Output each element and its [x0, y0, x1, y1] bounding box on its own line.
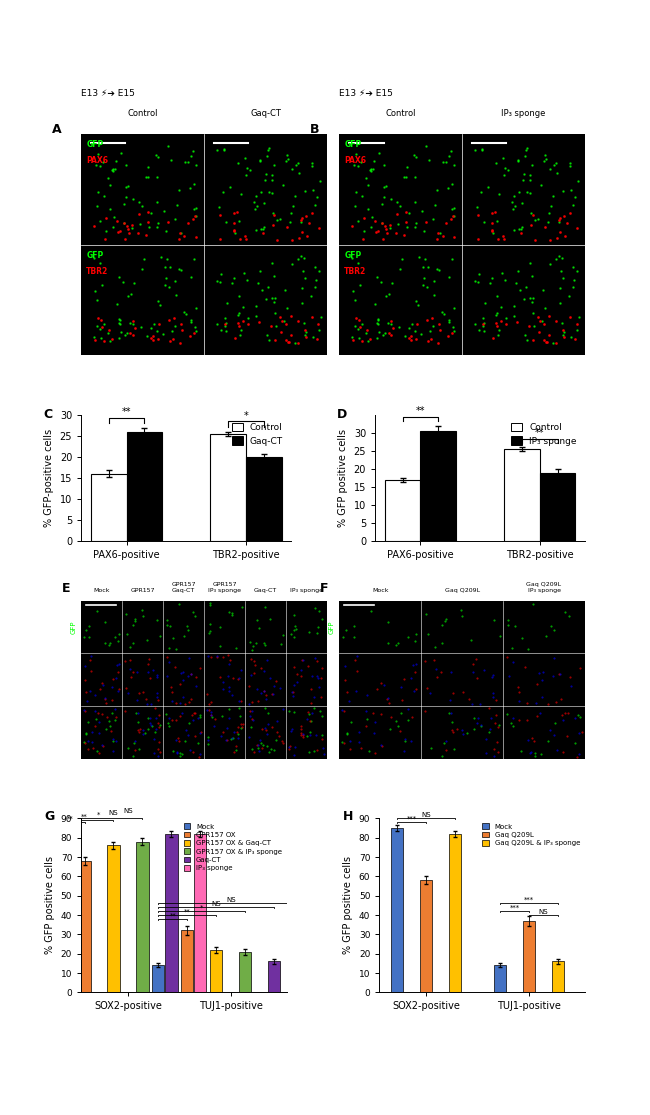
- Text: **: **: [122, 407, 131, 417]
- Text: ***: ***: [406, 816, 417, 822]
- Text: Overlay: Overlay: [328, 719, 334, 746]
- Legend: Control, IP₃ sponge: Control, IP₃ sponge: [508, 419, 580, 449]
- Bar: [79, 861, 90, 992]
- Text: GPR157: GPR157: [131, 588, 155, 593]
- Bar: [385, 479, 421, 541]
- Text: GPR157
Gaq-CT: GPR157 Gaq-CT: [172, 582, 196, 593]
- Text: ***: ***: [524, 898, 534, 903]
- Text: Gaq-CT: Gaq-CT: [250, 109, 281, 118]
- Bar: [210, 950, 222, 992]
- Text: GFP: GFP: [328, 620, 334, 633]
- Text: Mock: Mock: [372, 588, 389, 593]
- Text: GFP: GFP: [344, 140, 361, 149]
- Text: **: **: [535, 428, 545, 438]
- Text: **: **: [67, 816, 73, 822]
- Bar: [91, 474, 127, 541]
- Text: Gaq-CT: Gaq-CT: [254, 588, 277, 593]
- Text: Control: Control: [127, 109, 158, 118]
- Text: GPR157
IP₃ sponge: GPR157 IP₃ sponge: [208, 582, 241, 593]
- Text: PAX6: PAX6: [86, 156, 108, 165]
- Text: NS: NS: [123, 808, 133, 814]
- Bar: [552, 961, 564, 992]
- Text: H: H: [343, 809, 353, 823]
- Y-axis label: % GFP positive cells: % GFP positive cells: [45, 856, 55, 954]
- Text: IP₃ sponge: IP₃ sponge: [290, 588, 323, 593]
- Legend: Mock, GPR157 OX, GPR157 OX & Gaq-CT, GPR157 OX & IP₃ sponge, Gaq-CT, IP₃ sponge: Mock, GPR157 OX, GPR157 OX & Gaq-CT, GPR…: [182, 822, 283, 873]
- Legend: Mock, Gaq Q209L, Gaq Q209L & IP₃ sponge: Mock, Gaq Q209L, Gaq Q209L & IP₃ sponge: [481, 822, 582, 847]
- Text: GFP: GFP: [70, 620, 76, 633]
- Text: GFP: GFP: [344, 251, 361, 260]
- Bar: [239, 952, 252, 992]
- Bar: [246, 457, 281, 541]
- Bar: [391, 828, 403, 992]
- Text: E13 ⚡➔ E15: E13 ⚡➔ E15: [81, 89, 135, 98]
- Text: PAX6: PAX6: [344, 156, 366, 165]
- Bar: [136, 842, 149, 992]
- Text: D: D: [337, 408, 348, 421]
- Text: Gaq Q209L
IP₃ sponge: Gaq Q209L IP₃ sponge: [526, 582, 562, 593]
- Bar: [504, 449, 540, 541]
- Bar: [540, 473, 575, 541]
- Text: ***: ***: [510, 905, 519, 911]
- Bar: [210, 434, 246, 541]
- Text: NS: NS: [226, 898, 235, 903]
- Text: Gaq Q209L: Gaq Q209L: [445, 588, 480, 593]
- Text: TUJ1  SOX2: TUJ1 SOX2: [70, 660, 76, 699]
- Text: F: F: [320, 582, 328, 594]
- Y-axis label: % GFP positive cells: % GFP positive cells: [343, 856, 354, 954]
- Text: *: *: [98, 812, 101, 818]
- Bar: [420, 880, 432, 992]
- Text: NS: NS: [421, 812, 431, 818]
- Bar: [181, 931, 194, 992]
- Text: **: **: [184, 909, 190, 914]
- Text: NS: NS: [109, 811, 118, 816]
- Text: E: E: [62, 582, 70, 594]
- Bar: [152, 966, 164, 992]
- Y-axis label: % GFP positive cells: % GFP positive cells: [338, 429, 348, 527]
- Text: Control: Control: [385, 109, 416, 118]
- Text: *: *: [200, 905, 203, 911]
- Text: B: B: [310, 123, 319, 136]
- Y-axis label: % GFP-positive cells: % GFP-positive cells: [44, 429, 54, 527]
- Text: **: **: [81, 814, 88, 821]
- Bar: [421, 432, 456, 541]
- Bar: [268, 961, 280, 992]
- Legend: Control, Gaq-CT: Control, Gaq-CT: [228, 419, 287, 449]
- Text: *: *: [244, 410, 248, 420]
- Bar: [297, 958, 309, 992]
- Bar: [49, 830, 62, 992]
- Bar: [449, 834, 461, 992]
- Text: E13 ⚡➔ E15: E13 ⚡➔ E15: [339, 89, 393, 98]
- Text: A: A: [52, 123, 61, 136]
- Bar: [107, 845, 120, 992]
- Text: NS: NS: [211, 901, 221, 908]
- Text: TBR2: TBR2: [344, 266, 367, 275]
- Bar: [194, 834, 207, 992]
- Text: GFP: GFP: [86, 251, 103, 260]
- Bar: [494, 966, 506, 992]
- Bar: [127, 433, 162, 541]
- Text: TBR2: TBR2: [86, 266, 109, 275]
- Text: NS: NS: [539, 909, 548, 914]
- Text: G: G: [44, 809, 55, 823]
- Text: IP₃ sponge: IP₃ sponge: [501, 109, 546, 118]
- Bar: [165, 834, 177, 992]
- Bar: [523, 921, 535, 992]
- Text: GFP: GFP: [86, 140, 103, 149]
- Text: **: **: [415, 406, 425, 416]
- Text: Mock: Mock: [94, 588, 110, 593]
- Text: **: **: [170, 913, 176, 919]
- Text: TUJ1  SOX2: TUJ1 SOX2: [328, 660, 334, 699]
- Text: C: C: [44, 408, 53, 421]
- Text: Overlay: Overlay: [70, 719, 76, 746]
